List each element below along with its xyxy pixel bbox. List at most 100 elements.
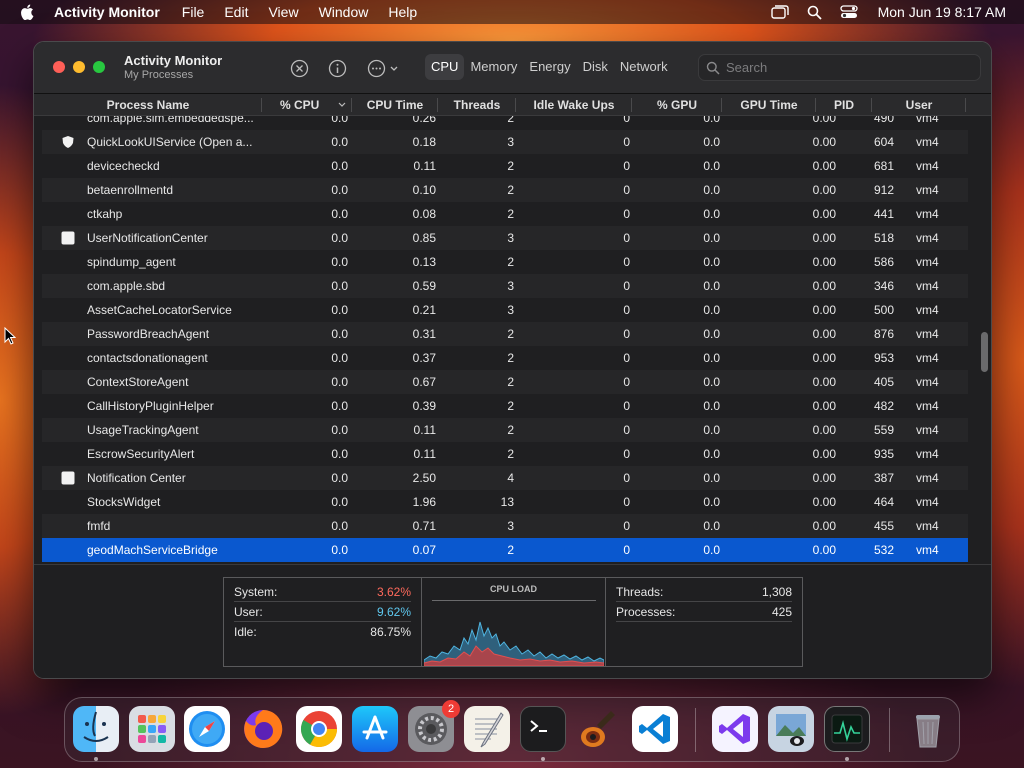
table-row[interactable]: contactsdonationagent 0.0 0.37 2 0 0.0 0.00 953…: [42, 346, 968, 370]
inspect-process-button[interactable]: [326, 57, 348, 79]
spotlight-search-icon[interactable]: [807, 5, 822, 20]
sort-descending-icon: [338, 102, 346, 107]
column-gpu-time[interactable]: GPU Time: [722, 94, 816, 116]
dock-preview[interactable]: [768, 706, 814, 752]
table-row[interactable]: UsageTrackingAgent 0.0 0.11 2 0 0.0 0.00 559 vm4: [42, 418, 968, 442]
close-window-button[interactable]: [53, 61, 65, 73]
cell-cpu: 0.0: [331, 495, 348, 509]
table-row[interactable]: spindump_agent 0.0 0.13 2 0 0.0 0.00 586 vm4: [42, 250, 968, 274]
processes-value: 425: [771, 605, 792, 619]
menu-window[interactable]: Window: [318, 4, 369, 20]
process-name-cell: PasswordBreachAgent: [87, 327, 210, 341]
table-row[interactable]: StocksWidget 0.0 1.96 13 0 0.0 0.00 464 vm4: [42, 490, 968, 514]
cell-cpu: 0.0: [331, 159, 348, 173]
cell-cpu: 0.0: [331, 543, 348, 557]
table-row[interactable]: betaenrollmentd 0.0 0.10 2 0 0.0 0.00 912 vm4: [42, 178, 968, 202]
cell-pid: 604: [873, 135, 894, 149]
dock-app-store[interactable]: [352, 706, 398, 752]
dock-textedit[interactable]: [464, 706, 510, 752]
column-cpu-time[interactable]: CPU Time: [352, 94, 438, 116]
minimize-window-button[interactable]: [73, 61, 85, 73]
column-process-name[interactable]: Process Name: [34, 94, 262, 116]
process-name-cell: fmfd: [87, 519, 111, 533]
column-gpu-percent[interactable]: % GPU: [632, 94, 722, 116]
control-center-icon[interactable]: [839, 5, 858, 19]
table-row[interactable]: Notification Center 0.0 2.50 4 0 0.0 0.00 387 vm…: [42, 466, 968, 490]
cell-idle: 0: [623, 159, 630, 173]
zoom-window-button[interactable]: [93, 61, 105, 73]
column-user[interactable]: User: [872, 94, 966, 116]
cell-idle: 0: [623, 375, 630, 389]
process-name-cell: AssetCacheLocatorService: [87, 303, 232, 317]
table-row[interactable]: devicecheckd 0.0 0.11 2 0 0.0 0.00 681 vm4: [42, 154, 968, 178]
search-input[interactable]: [726, 60, 966, 75]
cell-idle: 0: [623, 279, 630, 293]
more-options-menu-button[interactable]: [365, 57, 405, 79]
mouse-pointer-icon: [4, 327, 16, 345]
tab-network[interactable]: Network: [619, 59, 668, 74]
column-pid[interactable]: PID: [816, 94, 872, 116]
tab-disk[interactable]: Disk: [582, 59, 608, 74]
table-row[interactable]: ContextStoreAgent 0.0 0.67 2 0 0.0 0.00 405 vm4: [42, 370, 968, 394]
table-row[interactable]: CallHistoryPluginHelper 0.0 0.39 2 0 0.0 0.00 4…: [42, 394, 968, 418]
table-scrollbar[interactable]: [981, 332, 988, 372]
column-threads[interactable]: Threads: [438, 94, 516, 116]
menu-view[interactable]: View: [268, 4, 299, 20]
dock-trash[interactable]: [905, 706, 951, 752]
dock-safari[interactable]: [184, 706, 230, 752]
table-row[interactable]: fmfd 0.0 0.71 3 0 0.0 0.00 455 vm4: [42, 514, 968, 538]
activity-monitor-icon: [831, 714, 863, 744]
table-row[interactable]: com.apple.sbd 0.0 0.59 3 0 0.0 0.00 346 vm4: [42, 274, 968, 298]
dock-vscode[interactable]: [632, 706, 678, 752]
process-table-body[interactable]: com.apple.sim.embeddedspe... 0.0 0.26 2 0 0.0…: [34, 116, 991, 564]
dock-system-settings[interactable]: 2: [408, 700, 460, 752]
window-switcher-icon[interactable]: [770, 5, 789, 19]
cell-idle: 0: [623, 423, 630, 437]
column-idle-wake-ups[interactable]: Idle Wake Ups: [516, 94, 632, 116]
cpu-summary-panel: System: 3.62% User: 9.62% Idle: 86.75% C…: [223, 577, 803, 667]
menu-file[interactable]: File: [181, 4, 205, 20]
cell-threads: 2: [507, 159, 514, 173]
table-row[interactable]: EscrowSecurityAlert 0.0 0.11 2 0 0.0 0.00 935 vm…: [42, 442, 968, 466]
dock-garageband[interactable]: [576, 706, 622, 752]
table-row[interactable]: geodMachServiceBridge 0.0 0.07 2 0 0.0 0.00 532…: [42, 538, 968, 562]
table-row[interactable]: QuickLookUIService (Open a... 0.0 0.18 3 0 0.…: [42, 130, 968, 154]
dock-terminal[interactable]: [520, 706, 566, 752]
cell-cpu: 0.0: [331, 207, 348, 221]
tab-memory[interactable]: Memory: [470, 59, 518, 74]
dock-finder[interactable]: [73, 706, 119, 752]
apple-menu-icon[interactable]: [20, 4, 34, 20]
cell-cpu: 0.0: [331, 279, 348, 293]
cell-pid: 876: [873, 327, 894, 341]
column-cpu-percent[interactable]: % CPU: [262, 94, 352, 116]
search-icon: [706, 61, 720, 75]
process-name-cell: com.apple.sbd: [87, 279, 166, 293]
stop-process-button[interactable]: [288, 57, 310, 79]
table-row[interactable]: PasswordBreachAgent 0.0 0.31 2 0 0.0 0.00 876 vm…: [42, 322, 968, 346]
menu-help[interactable]: Help: [388, 4, 418, 20]
dock-visual-studio[interactable]: [712, 706, 758, 752]
cell-pid: 464: [873, 495, 894, 509]
table-row[interactable]: UserNotificationCenter 0.0 0.85 3 0 0.0 0.00 51…: [42, 226, 968, 250]
cell-threads: 3: [507, 135, 514, 149]
menu-app-name[interactable]: Activity Monitor: [54, 4, 160, 20]
cell-gpu: 0.0: [703, 471, 720, 485]
tab-cpu[interactable]: CPU: [425, 54, 465, 80]
table-row[interactable]: AssetCacheLocatorService 0.0 0.21 3 0 0.0 0.00…: [42, 298, 968, 322]
dock-chrome[interactable]: [296, 706, 342, 752]
dock-launchpad[interactable]: [129, 706, 175, 752]
search-field[interactable]: [698, 54, 981, 81]
cell-idle: 0: [623, 495, 630, 509]
cell-threads: 4: [507, 471, 514, 485]
cell-pid: 441: [873, 207, 894, 221]
app-window-icon: [61, 231, 75, 245]
dock-activity-monitor[interactable]: [824, 706, 870, 752]
table-row[interactable]: ctkahp 0.0 0.08 2 0 0.0 0.00 441 vm4: [42, 202, 968, 226]
dock-firefox[interactable]: [240, 706, 286, 752]
process-name-cell: StocksWidget: [87, 495, 161, 509]
tab-energy[interactable]: Energy: [529, 59, 571, 74]
system-value: 3.62%: [376, 585, 411, 599]
table-row[interactable]: com.apple.sim.embeddedspe... 0.0 0.26 2 0 0.0…: [42, 116, 968, 130]
menu-edit[interactable]: Edit: [224, 4, 249, 20]
menu-clock[interactable]: Mon Jun 19 8:17 AM: [877, 4, 1006, 20]
